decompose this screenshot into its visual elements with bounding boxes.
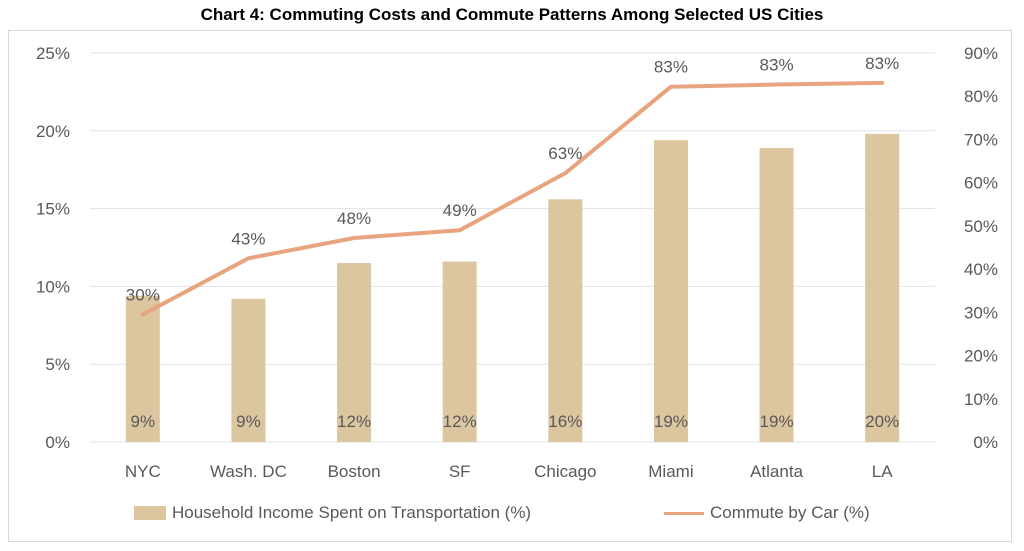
line-data-label: 43% xyxy=(231,229,265,248)
bar xyxy=(653,140,688,443)
line-data-label: 48% xyxy=(337,209,371,228)
line-series xyxy=(140,80,885,317)
bar-data-label: 16% xyxy=(548,412,582,431)
y-right-tick-label: 80% xyxy=(964,87,998,106)
line-data-label: 49% xyxy=(443,201,477,220)
y-left-tick-label: 0% xyxy=(45,433,70,452)
y-right-tick-label: 0% xyxy=(973,433,998,452)
bar-data-label: 20% xyxy=(865,412,899,431)
y-right-tick-label: 90% xyxy=(964,44,998,63)
legend-bar-label: Household Income Spent on Transportation… xyxy=(172,503,532,522)
bar xyxy=(125,295,160,442)
y-left-tick-label: 15% xyxy=(36,200,70,219)
bar xyxy=(759,147,794,442)
bar-data-label: 12% xyxy=(443,412,477,431)
bar-data-label: 9% xyxy=(131,412,156,431)
y-left-tick-label: 20% xyxy=(36,122,70,141)
x-tick-label: NYC xyxy=(125,462,161,481)
x-tick-label: Boston xyxy=(328,462,381,481)
legend-bar-swatch xyxy=(134,506,166,520)
bar xyxy=(865,133,900,443)
x-tick-label: Miami xyxy=(648,462,693,481)
bar-data-label: 12% xyxy=(337,412,371,431)
line-data-label: 83% xyxy=(760,56,794,75)
legend-line-swatch xyxy=(664,511,704,515)
x-tick-label: Wash. DC xyxy=(210,462,287,481)
legend-line-label: Commute by Car (%) xyxy=(710,503,870,522)
chart-title: Chart 4: Commuting Costs and Commute Pat… xyxy=(200,5,824,24)
legend-item-line: Commute by Car (%) xyxy=(664,503,870,523)
y-left-tick-label: 25% xyxy=(36,44,70,63)
y-left-tick-label: 5% xyxy=(45,355,70,374)
y-left-tick-label: 10% xyxy=(36,277,70,296)
y-right-tick-label: 40% xyxy=(964,260,998,279)
bar xyxy=(337,263,372,442)
line-data-label: 63% xyxy=(548,144,582,163)
y-right-tick-label: 60% xyxy=(964,174,998,193)
bar-data-label: 19% xyxy=(654,412,688,431)
y-right-tick-label: 50% xyxy=(964,217,998,236)
chart-border xyxy=(8,30,1012,542)
y-right-tick-label: 70% xyxy=(964,130,998,149)
bar xyxy=(442,261,477,442)
bar xyxy=(548,199,583,442)
x-tick-label: Chicago xyxy=(534,462,596,481)
legend: Household Income Spent on Transportation… xyxy=(0,503,1024,527)
legend-item-bars: Household Income Spent on Transportation… xyxy=(134,503,531,523)
y-right-tick-label: 30% xyxy=(964,303,998,322)
x-tick-label: LA xyxy=(872,462,893,481)
x-tick-label: Atlanta xyxy=(750,462,803,481)
y-right-tick-label: 20% xyxy=(964,347,998,366)
bar xyxy=(231,298,266,442)
bar-data-label: 19% xyxy=(760,412,794,431)
x-tick-label: SF xyxy=(449,462,471,481)
line-data-label: 83% xyxy=(865,54,899,73)
line-data-label: 83% xyxy=(654,58,688,77)
y-right-tick-label: 10% xyxy=(964,390,998,409)
bar-data-label: 9% xyxy=(236,412,261,431)
line-data-label: 30% xyxy=(126,285,160,304)
